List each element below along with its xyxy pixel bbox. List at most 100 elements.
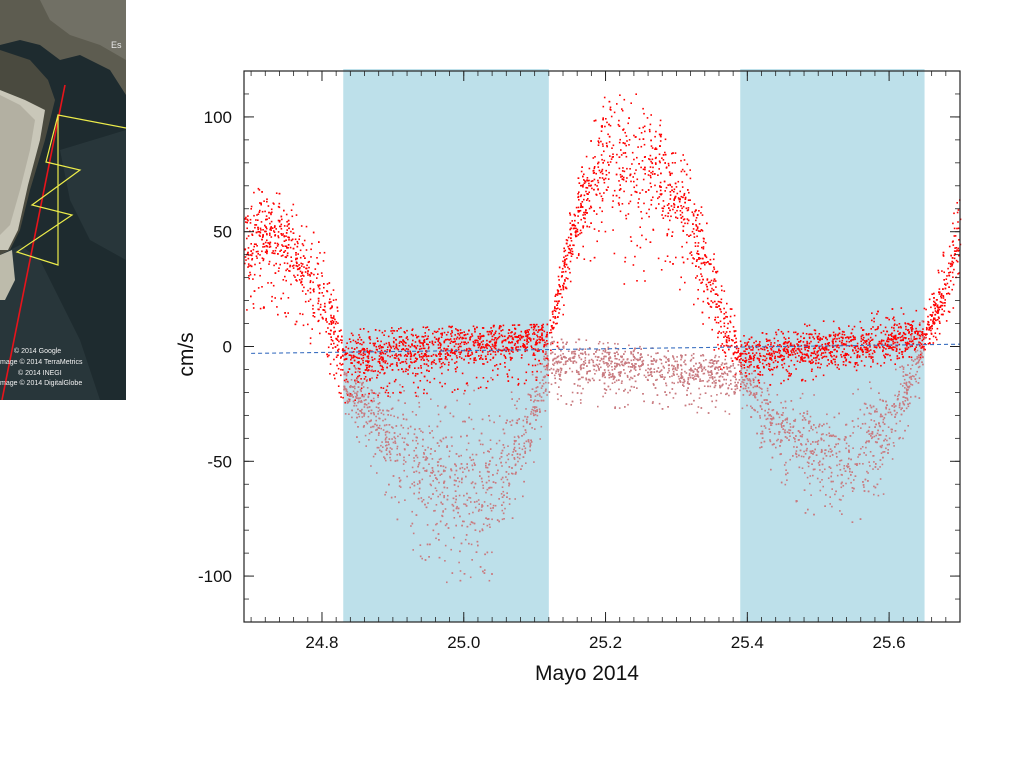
data-point [570,233,572,235]
data-point [348,338,351,340]
data-point [697,245,699,247]
data-point [345,353,347,356]
data-point [284,245,287,247]
data-point [876,362,879,365]
data-point [611,147,613,149]
data-point [769,384,772,386]
data-point [799,361,801,363]
data-point [494,343,496,345]
data-point [469,354,472,356]
data-point [949,265,952,268]
data-point [889,346,892,348]
data-point [384,391,387,394]
data-point [318,241,320,243]
data-point [709,258,712,261]
data-point [725,311,727,314]
data-point [257,231,259,233]
data-point [398,328,400,330]
data-point [804,323,806,326]
data-point [663,180,666,183]
data-point [603,96,606,99]
data-point [368,366,370,368]
data-point [617,123,620,126]
data-point [419,380,422,382]
data-point [748,345,750,347]
data-point [352,351,355,353]
data-point [748,358,750,361]
data-point [894,346,896,349]
data-point [871,312,873,314]
data-point [759,354,761,357]
data-point [474,327,476,330]
data-point [593,167,596,170]
data-point [378,345,380,348]
data-point [866,351,869,353]
data-point [378,329,381,332]
data-point [544,344,546,346]
data-point [823,348,825,350]
data-point [851,339,853,341]
data-point [702,323,704,325]
data-point [958,272,960,274]
data-point [357,341,359,344]
data-point [521,354,523,356]
data-point [570,237,572,240]
data-point [781,355,784,357]
data-point [558,279,560,281]
data-point [680,276,682,279]
data-point [906,344,908,347]
data-point [698,266,700,268]
data-point [850,356,852,359]
data-point [497,336,500,339]
data-point [826,348,828,351]
data-point [758,367,760,369]
data-point [307,274,309,276]
data-point [622,176,625,179]
data-point [952,261,955,264]
data-point [536,323,538,326]
data-point [440,358,443,360]
data-point [475,351,478,353]
data-point [813,352,816,354]
data-point [383,334,385,336]
data-point [245,259,247,261]
data-point [335,356,338,358]
data-point [311,242,313,245]
data-point [265,245,268,247]
data-point [781,364,783,366]
data-point [777,355,779,358]
data-point [936,338,938,341]
data-point [493,346,496,349]
data-point [838,337,840,340]
data-point [380,346,382,348]
data-point [538,338,540,341]
data-point [330,329,332,332]
data-point [294,238,297,241]
data-point [942,295,945,297]
data-point [491,338,493,341]
data-point [326,290,328,292]
data-point [800,335,802,338]
data-point [464,333,467,336]
data-point [712,258,715,261]
data-point [387,392,390,394]
data-point [957,227,960,230]
data-point [249,271,251,274]
data-point [889,354,891,357]
data-point [255,231,258,234]
data-point [451,331,453,334]
data-point [320,272,323,274]
data-point [567,266,569,269]
data-point [757,373,759,375]
data-point [526,334,529,336]
data-point [441,334,443,336]
data-point [790,350,792,352]
data-point [386,366,388,369]
data-point [477,335,479,338]
data-point [550,349,552,352]
data-point [637,146,639,148]
data-point [658,203,660,205]
data-point [693,258,695,260]
data-point [725,315,727,318]
data-point [487,380,489,383]
